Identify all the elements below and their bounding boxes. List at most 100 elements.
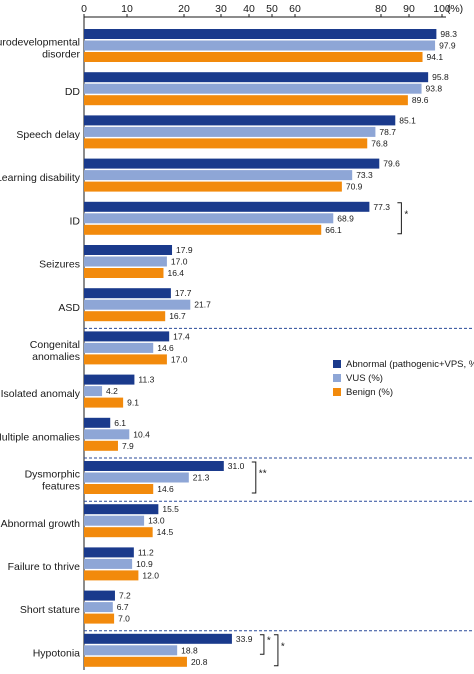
bar: [84, 613, 115, 624]
bar: [84, 331, 170, 342]
bar: [84, 126, 376, 137]
bar: [84, 40, 436, 51]
data-label: 93.8: [426, 84, 443, 94]
data-label: 68.9: [337, 213, 354, 223]
legend-swatch: [333, 360, 341, 368]
bar: [84, 570, 139, 581]
category-label: Short stature: [20, 604, 80, 616]
bar: [84, 504, 159, 515]
data-label: 7.9: [122, 441, 134, 451]
category-label: Abnormal growth: [1, 518, 81, 530]
bar: [84, 656, 187, 667]
data-label: 17.4: [173, 331, 190, 341]
bar: [84, 342, 154, 353]
bar: [84, 170, 353, 181]
data-label: 17.0: [171, 257, 188, 267]
category-label: Seizures: [39, 259, 80, 271]
x-tick-label: 100: [433, 3, 451, 15]
bar: [84, 440, 118, 451]
data-label: 17.9: [176, 245, 193, 255]
bar: [84, 354, 167, 365]
bar: [84, 245, 173, 255]
bar: [84, 633, 232, 644]
category-label: Speech delay: [16, 129, 80, 141]
data-label: 20.8: [191, 657, 208, 667]
data-label: 14.6: [157, 484, 174, 494]
data-label: 13.0: [148, 516, 165, 526]
bar: [84, 558, 133, 569]
bar: [84, 461, 224, 471]
bar: [84, 386, 103, 397]
category-label: Isolated anomaly: [1, 388, 81, 400]
data-label: 6.7: [117, 602, 129, 612]
bar: [84, 515, 145, 526]
data-label: 10.4: [133, 429, 150, 439]
data-label: 76.8: [371, 138, 388, 148]
significance-marker: *: [267, 636, 271, 647]
data-label: 78.7: [379, 127, 396, 137]
significance-bracket: [259, 634, 265, 655]
data-label: 6.1: [114, 418, 126, 428]
x-tick-label: 40: [243, 3, 255, 15]
bar: [84, 288, 171, 299]
data-label: 89.6: [412, 95, 429, 105]
bar: [84, 311, 166, 322]
bar: [84, 645, 178, 656]
significance-bracket: [251, 461, 257, 494]
category-labels: Neurodevelopmentaldisorder DD Speech delay…: [0, 37, 81, 660]
bar: [84, 547, 134, 558]
legend: Abnormal (pathogenic+VPS, %) VUS (%) Benig…: [333, 359, 474, 398]
bar: [84, 484, 154, 494]
legend-label: Benign (%): [346, 387, 393, 398]
data-label: 14.6: [157, 343, 174, 353]
data-label: 7.0: [118, 614, 130, 624]
significance-bracket: [397, 202, 402, 235]
bar: [84, 397, 124, 408]
group-separators: [84, 327, 474, 632]
legend-label: Abnormal (pathogenic+VPS, %): [346, 359, 474, 370]
x-tick-label: 0: [81, 3, 87, 15]
category-label: Dysmorphic: [25, 469, 80, 481]
data-label: 21.7: [194, 300, 211, 310]
bar: [84, 268, 164, 278]
data-label: 73.3: [356, 170, 373, 180]
data-label: 31.0: [228, 461, 245, 471]
legend-swatch: [333, 388, 341, 396]
bar: [84, 29, 437, 39]
category-label: features: [42, 481, 80, 493]
category-label: Hypotonia: [33, 647, 80, 659]
bar: [84, 201, 370, 212]
category-label: anomalies: [32, 351, 80, 363]
category-label: DD: [65, 86, 81, 98]
data-label: 9.1: [127, 398, 139, 408]
data-label: 14.5: [157, 527, 174, 537]
category-label: Learning disability: [0, 172, 81, 184]
legend-swatch: [333, 374, 341, 382]
x-tick-label: 10: [121, 3, 133, 15]
data-label: 77.3: [373, 202, 390, 212]
bar: [84, 256, 167, 267]
bar: [84, 158, 380, 169]
bar: [84, 72, 429, 83]
bar: [84, 83, 422, 94]
data-label: 97.9: [439, 41, 456, 51]
category-label: Failure to thrive: [8, 561, 81, 573]
x-tick-label: 50: [266, 3, 278, 15]
category-label: Multiple anomalies: [0, 431, 80, 443]
bars: 98.3 97.994.1 95.8 93.889.6 85.178.776.8 79.6…: [84, 29, 457, 667]
bar: [84, 472, 189, 483]
bar: [84, 374, 135, 385]
data-label: 98.3: [440, 29, 457, 39]
legend-label: VUS (%): [346, 373, 383, 384]
data-label: 7.2: [119, 591, 131, 601]
bar: [84, 299, 191, 310]
data-label: 11.3: [138, 375, 154, 385]
data-label: 33.9: [236, 634, 253, 644]
x-tick-label: 30: [215, 3, 227, 15]
category-label: Neurodevelopmental: [0, 37, 80, 49]
data-label: 17.0: [171, 354, 188, 364]
data-label: 16.4: [167, 268, 184, 278]
data-label: 18.8: [181, 645, 198, 655]
bar: [84, 95, 408, 106]
